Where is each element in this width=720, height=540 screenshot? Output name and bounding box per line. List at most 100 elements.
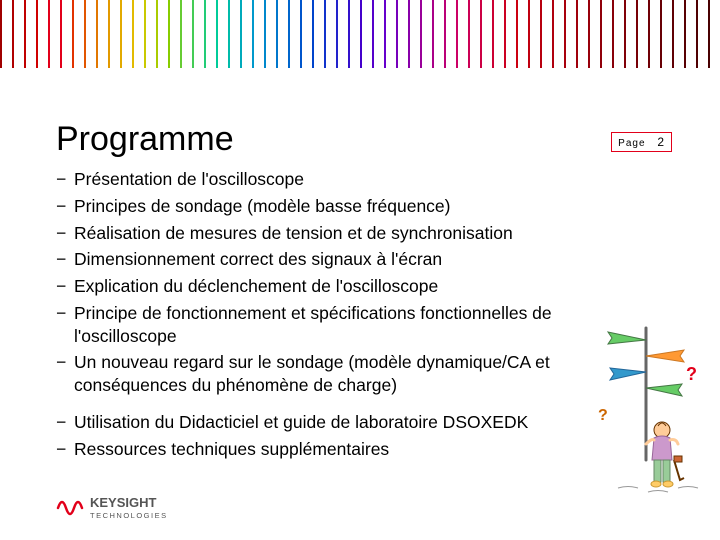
list-item-text: Utilisation du Didacticiel et guide de l…	[74, 411, 626, 434]
barcode-bar	[696, 0, 698, 68]
list-item-text: Réalisation de mesures de tension et de …	[74, 222, 626, 245]
barcode-bar	[468, 0, 470, 68]
barcode-bar	[480, 0, 482, 68]
brand-name: KEYSIGHT	[90, 495, 157, 510]
list-item-text: Ressources techniques supplémentaires	[74, 438, 626, 461]
list-item: −Explication du déclenchement de l'oscil…	[56, 275, 626, 298]
barcode-bar	[36, 0, 38, 68]
bullet-dash: −	[56, 411, 74, 434]
bullet-dash: −	[56, 168, 74, 191]
barcode-bar	[120, 0, 122, 68]
group-gap	[56, 401, 626, 411]
bullet-dash: −	[56, 222, 74, 245]
list-item-text: Principe de fonctionnement et spécificat…	[74, 302, 626, 348]
barcode-bar	[564, 0, 566, 68]
barcode-bar	[612, 0, 614, 68]
barcode-bar	[684, 0, 686, 68]
barcode-bar	[288, 0, 290, 68]
list-item-text: Explication du déclenchement de l'oscill…	[74, 275, 626, 298]
list-item: −Présentation de l'oscilloscope	[56, 168, 626, 191]
list-item-text: Présentation de l'oscilloscope	[74, 168, 626, 191]
barcode-bar	[96, 0, 98, 68]
list-item: −Ressources techniques supplémentaires	[56, 438, 626, 461]
barcode-bar	[420, 0, 422, 68]
barcode-bar	[600, 0, 602, 68]
barcode-bar	[48, 0, 50, 68]
list-item: −Dimensionnement correct des signaux à l…	[56, 248, 626, 271]
barcode-bar	[216, 0, 218, 68]
barcode-bar	[144, 0, 146, 68]
page-title: Programme	[56, 120, 234, 159]
list-item-text: Un nouveau regard sur le sondage (modèle…	[74, 351, 626, 397]
barcode-bar	[360, 0, 362, 68]
barcode-bar	[228, 0, 230, 68]
barcode-bar	[276, 0, 278, 68]
list-item: −Un nouveau regard sur le sondage (modèl…	[56, 351, 626, 397]
list-item: −Principes de sondage (modèle basse fréq…	[56, 195, 626, 218]
barcode-bar	[264, 0, 266, 68]
list-item: −Utilisation du Didacticiel et guide de …	[56, 411, 626, 434]
barcode-bar	[492, 0, 494, 68]
barcode-bar	[312, 0, 314, 68]
barcode-bar	[300, 0, 302, 68]
barcode-bar	[516, 0, 518, 68]
bullet-dash: −	[56, 302, 74, 325]
person-icon	[646, 422, 684, 487]
barcode-bar	[240, 0, 242, 68]
barcode-bar	[576, 0, 578, 68]
bullet-dash: −	[56, 351, 74, 374]
barcode-bar	[432, 0, 434, 68]
barcode-bar	[588, 0, 590, 68]
barcode-bar	[12, 0, 14, 68]
brand-logo: KEYSIGHT TECHNOLOGIES	[56, 492, 216, 524]
barcode-bar	[192, 0, 194, 68]
page-number: 2	[657, 135, 665, 149]
barcode-bar	[324, 0, 326, 68]
page-number-box: Page 2	[611, 132, 672, 152]
question-mark-icon: ?	[686, 364, 697, 384]
barcode-bar	[552, 0, 554, 68]
barcode-bar	[708, 0, 710, 68]
bullet-dash: −	[56, 248, 74, 271]
barcode-bar	[672, 0, 674, 68]
barcode-bar	[528, 0, 530, 68]
barcode-bar	[372, 0, 374, 68]
barcode-bar	[168, 0, 170, 68]
barcode-header	[0, 0, 720, 68]
barcode-bar	[648, 0, 650, 68]
bullet-dash: −	[56, 275, 74, 298]
barcode-bar	[108, 0, 110, 68]
barcode-bar	[504, 0, 506, 68]
barcode-bar	[660, 0, 662, 68]
barcode-bar	[60, 0, 62, 68]
barcode-bar	[540, 0, 542, 68]
barcode-bar	[0, 0, 2, 68]
brand-sub: TECHNOLOGIES	[90, 511, 168, 520]
slide: Programme Page 2 −Présentation de l'osci…	[0, 0, 720, 540]
barcode-bar	[624, 0, 626, 68]
barcode-bar	[180, 0, 182, 68]
signpost-illustration: ? ?	[588, 320, 708, 500]
barcode-bar	[84, 0, 86, 68]
barcode-bar	[384, 0, 386, 68]
agenda-list: −Présentation de l'oscilloscope−Principe…	[56, 168, 626, 464]
barcode-bar	[444, 0, 446, 68]
barcode-bar	[408, 0, 410, 68]
barcode-bar	[72, 0, 74, 68]
list-item-text: Principes de sondage (modèle basse fréqu…	[74, 195, 626, 218]
list-item: −Réalisation de mesures de tension et de…	[56, 222, 626, 245]
barcode-bar	[636, 0, 638, 68]
question-mark-icon: ?	[598, 407, 608, 424]
list-item: −Principe de fonctionnement et spécifica…	[56, 302, 626, 348]
barcode-bar	[156, 0, 158, 68]
page-label: Page	[618, 138, 645, 149]
keysight-logo-icon: KEYSIGHT TECHNOLOGIES	[56, 492, 216, 524]
barcode-bar	[204, 0, 206, 68]
barcode-bar	[252, 0, 254, 68]
list-item-text: Dimensionnement correct des signaux à l'…	[74, 248, 626, 271]
barcode-bar	[348, 0, 350, 68]
bullet-dash: −	[56, 438, 74, 461]
bullet-dash: −	[56, 195, 74, 218]
barcode-bar	[456, 0, 458, 68]
barcode-bar	[396, 0, 398, 68]
